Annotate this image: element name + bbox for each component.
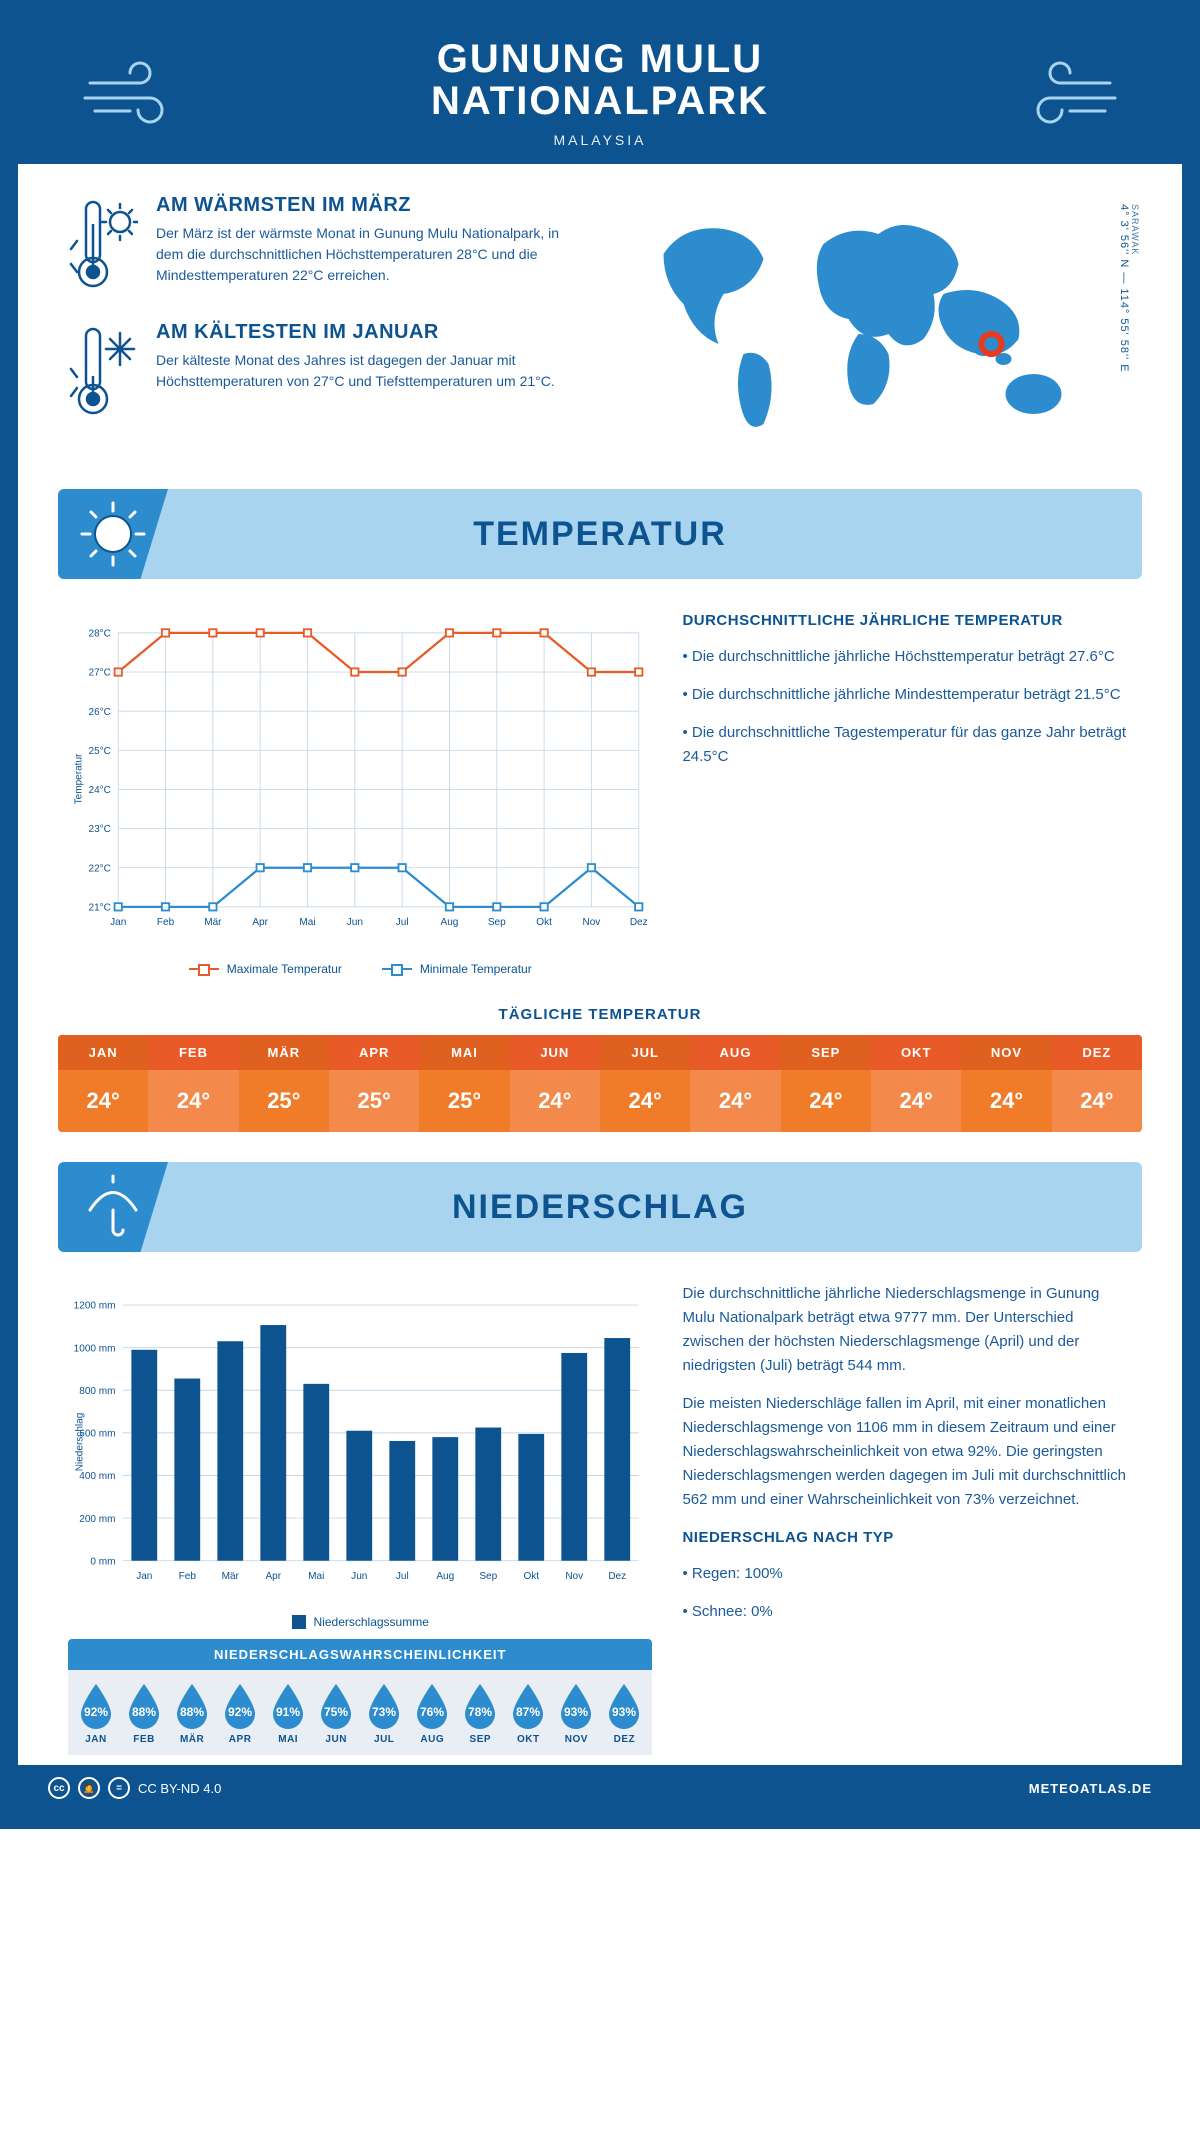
rain-side: Die durchschnittliche jährliche Niedersc… — [682, 1282, 1132, 1755]
header: GUNUNG MULU NATIONALPARK MALAYSIA — [18, 18, 1182, 164]
umbrella-icon — [58, 1162, 168, 1252]
svg-text:Feb: Feb — [157, 917, 175, 928]
svg-text:Mai: Mai — [299, 917, 315, 928]
footer: cc 🙍 = CC BY-ND 4.0 METEOATLAS.DE — [18, 1765, 1182, 1811]
svg-text:200 mm: 200 mm — [79, 1514, 115, 1525]
svg-text:Aug: Aug — [441, 917, 459, 928]
svg-text:Okt: Okt — [523, 1571, 539, 1582]
svg-text:Mär: Mär — [204, 917, 222, 928]
svg-text:Apr: Apr — [265, 1571, 281, 1582]
temp-chart: 21°C 22°C 23°C 24°C 25°C 26°C 27°C 28°C Jan Feb Mä… — [68, 609, 652, 976]
svg-text:73%: 73% — [372, 1705, 396, 1719]
rain-legend: Niederschlagssumme — [68, 1615, 652, 1629]
svg-text:0 mm: 0 mm — [90, 1556, 115, 1567]
coldest-title: AM KÄLTESTEN IM JANUAR — [156, 321, 585, 344]
wind-icon — [1010, 53, 1120, 133]
wind-icon — [80, 53, 190, 133]
svg-text:Nov: Nov — [582, 917, 600, 928]
temp-side: DURCHSCHNITTLICHE JÄHRLICHE TEMPERATUR •… — [682, 609, 1132, 976]
svg-text:Dez: Dez — [608, 1571, 626, 1582]
warmest-text: Der März ist der wärmste Monat in Gunung… — [156, 223, 585, 286]
svg-text:Niederschlag: Niederschlag — [75, 1413, 86, 1472]
svg-text:Jul: Jul — [396, 1571, 409, 1582]
svg-text:75%: 75% — [324, 1705, 348, 1719]
svg-text:Jan: Jan — [136, 1571, 152, 1582]
nd-icon: = — [108, 1777, 130, 1799]
cc-icon: cc — [48, 1777, 70, 1799]
svg-text:Okt: Okt — [536, 917, 552, 928]
thermometer-cold-icon — [68, 321, 138, 426]
svg-text:78%: 78% — [468, 1705, 492, 1719]
svg-text:Dez: Dez — [630, 917, 648, 928]
svg-text:23°C: 23°C — [88, 824, 110, 835]
svg-text:92%: 92% — [84, 1705, 108, 1719]
svg-text:Jun: Jun — [351, 1571, 367, 1582]
svg-text:91%: 91% — [276, 1705, 300, 1719]
coldest-text: Der kälteste Monat des Jahres ist dagege… — [156, 350, 585, 392]
svg-text:Mai: Mai — [308, 1571, 324, 1582]
svg-text:Aug: Aug — [436, 1571, 454, 1582]
svg-text:26°C: 26°C — [88, 707, 110, 718]
infographic-page: GUNUNG MULU NATIONALPARK MALAYSIA AM WÄR… — [0, 0, 1200, 1829]
svg-text:Nov: Nov — [565, 1571, 583, 1582]
world-map: SARAWAK 4° 3' 56'' N — 114° 55' 58'' E — [615, 194, 1132, 459]
svg-text:Sep: Sep — [479, 1571, 497, 1582]
rain-chart: 0 mm200 mm400 mm600 mm800 mm1000 mm1200 … — [68, 1282, 652, 1755]
warmest-fact: AM WÄRMSTEN IM MÄRZ Der März ist der wär… — [68, 194, 585, 299]
svg-text:25°C: 25°C — [88, 746, 110, 757]
svg-text:93%: 93% — [564, 1705, 588, 1719]
svg-text:800 mm: 800 mm — [79, 1386, 115, 1397]
license: cc 🙍 = CC BY-ND 4.0 — [48, 1777, 221, 1799]
svg-text:Sep: Sep — [488, 917, 506, 928]
by-icon: 🙍 — [78, 1777, 100, 1799]
svg-text:Jun: Jun — [347, 917, 363, 928]
daily-temp-title: TÄGLICHE TEMPERATUR — [18, 1006, 1182, 1023]
svg-text:88%: 88% — [180, 1705, 204, 1719]
rain-title: NIEDERSCHLAG — [452, 1188, 748, 1227]
rain-content: 0 mm200 mm400 mm600 mm800 mm1000 mm1200 … — [18, 1252, 1182, 1765]
temp-title: TEMPERATUR — [473, 515, 727, 554]
svg-text:21°C: 21°C — [88, 902, 110, 913]
svg-text:27°C: 27°C — [88, 668, 110, 679]
svg-text:Mär: Mär — [222, 1571, 240, 1582]
temp-content: 21°C 22°C 23°C 24°C 25°C 26°C 27°C 28°C Jan Feb Mä… — [18, 579, 1182, 986]
intro-section: AM WÄRMSTEN IM MÄRZ Der März ist der wär… — [18, 164, 1182, 479]
coordinates: SARAWAK 4° 3' 56'' N — 114° 55' 58'' E — [1118, 204, 1140, 373]
svg-text:76%: 76% — [420, 1705, 444, 1719]
svg-text:400 mm: 400 mm — [79, 1471, 115, 1482]
svg-text:1200 mm: 1200 mm — [74, 1301, 116, 1312]
svg-text:22°C: 22°C — [88, 863, 110, 874]
thermometer-hot-icon — [68, 194, 138, 299]
site-name: METEOATLAS.DE — [1029, 1781, 1152, 1796]
svg-text:93%: 93% — [612, 1705, 636, 1719]
svg-text:92%: 92% — [228, 1705, 252, 1719]
temp-legend: Maximale Temperatur Minimale Temperatur — [68, 962, 652, 976]
svg-text:24°C: 24°C — [88, 785, 110, 796]
svg-text:Jul: Jul — [396, 917, 409, 928]
svg-text:Jan: Jan — [110, 917, 126, 928]
page-subtitle: MALAYSIA — [340, 132, 860, 148]
svg-text:28°C: 28°C — [88, 629, 110, 640]
svg-text:Apr: Apr — [252, 917, 268, 928]
page-title: GUNUNG MULU NATIONALPARK — [340, 38, 860, 122]
temp-section-header: TEMPERATUR — [58, 489, 1142, 579]
svg-text:1000 mm: 1000 mm — [74, 1343, 116, 1354]
warmest-title: AM WÄRMSTEN IM MÄRZ — [156, 194, 585, 217]
rain-section-header: NIEDERSCHLAG — [58, 1162, 1142, 1252]
daily-temp-table: JANFEBMÄRAPRMAIJUNJULAUGSEPOKTNOVDEZ24°2… — [58, 1035, 1142, 1132]
svg-text:Temperatur: Temperatur — [74, 753, 85, 804]
svg-text:Feb: Feb — [179, 1571, 197, 1582]
rain-probability: NIEDERSCHLAGSWAHRSCHEINLICHKEIT 92%JAN88… — [68, 1639, 652, 1755]
svg-text:88%: 88% — [132, 1705, 156, 1719]
coldest-fact: AM KÄLTESTEN IM JANUAR Der kälteste Mona… — [68, 321, 585, 426]
svg-text:87%: 87% — [516, 1705, 540, 1719]
sun-icon — [58, 489, 168, 579]
